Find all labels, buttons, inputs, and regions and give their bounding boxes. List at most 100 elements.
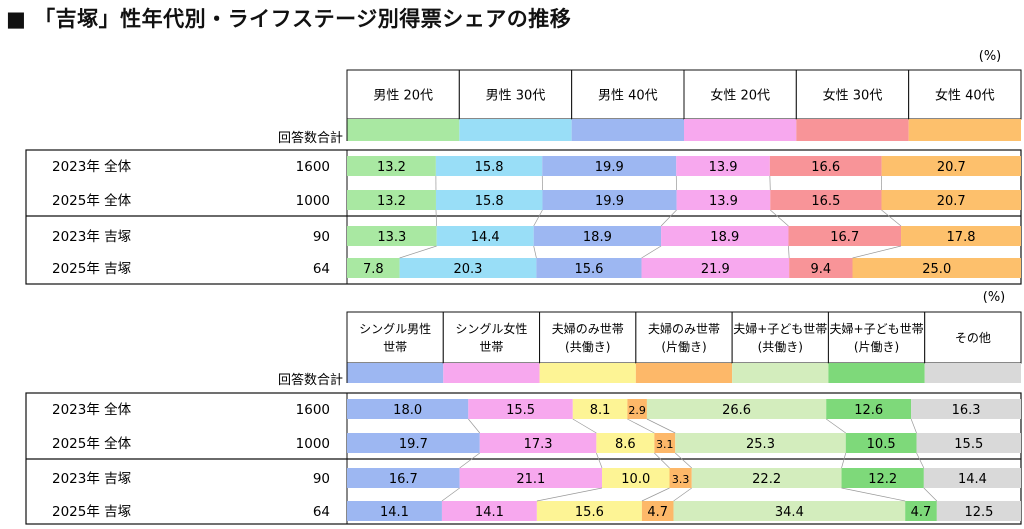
data-label: 14.4	[471, 230, 500, 245]
bar-segment	[436, 226, 534, 246]
connector-line	[533, 245, 537, 259]
bar-segment	[936, 501, 1021, 521]
data-label: 16.7	[389, 472, 418, 487]
data-label: 14.4	[958, 472, 987, 487]
connector-line	[646, 418, 676, 434]
count-header: 回答数合計	[278, 130, 343, 146]
connector-line	[572, 418, 597, 434]
data-label: 20.7	[937, 194, 966, 209]
bar-segment	[347, 258, 400, 278]
legend-label: シングル女性	[455, 321, 527, 336]
row-label: 2025年 全体	[52, 435, 132, 452]
row-label: 2025年 吉塚	[52, 261, 132, 277]
connector-line	[675, 452, 692, 469]
data-label: 2.9	[628, 404, 646, 417]
legend-header-box	[571, 69, 685, 120]
legend-color-swatch	[443, 363, 540, 383]
bar-segment	[347, 156, 436, 176]
bar-segment	[691, 468, 842, 488]
row-count: 64	[313, 504, 330, 520]
legend-color-swatch	[924, 363, 1021, 383]
data-label: 12.5	[964, 505, 993, 520]
bar-segment	[676, 156, 770, 176]
legend-label: 男性 30代	[486, 88, 546, 103]
bar-segment	[627, 399, 647, 419]
data-label: 17.8	[947, 230, 976, 245]
legend-label: 女性 20代	[710, 87, 770, 103]
page-title: ■ 「吉塚」性年代別・ライフステージ別得票シェアの推移	[6, 7, 572, 31]
row-count: 64	[313, 261, 330, 277]
legend-label: 女性 40代	[935, 87, 995, 103]
connector-line	[533, 209, 543, 227]
bar-segment	[770, 190, 882, 210]
bar-segment	[789, 258, 853, 278]
data-label: 15.8	[475, 194, 504, 209]
connector-line	[841, 452, 847, 469]
legend-header-box	[442, 311, 541, 364]
data-label: 19.9	[595, 160, 624, 175]
data-label: 18.9	[710, 230, 739, 245]
bar-segment	[845, 433, 917, 453]
legend-label: その他	[955, 331, 991, 345]
connector-line	[641, 245, 662, 259]
data-label: 13.9	[709, 160, 738, 175]
bar-segment	[905, 501, 937, 521]
legend-color-swatch	[796, 119, 909, 141]
data-label: 16.5	[811, 194, 840, 209]
connector-line	[770, 209, 789, 227]
data-label: 10.5	[867, 437, 896, 452]
data-label: 20.7	[937, 160, 966, 175]
legend-header-box	[458, 69, 573, 120]
data-label: 14.1	[475, 505, 504, 520]
bar-segment	[347, 468, 460, 488]
bar-segment	[826, 399, 912, 419]
data-label: 19.9	[595, 194, 624, 209]
connector-line	[841, 487, 906, 502]
legend-label: (共働き)	[565, 340, 610, 354]
bar-segment	[675, 433, 846, 453]
data-label: 4.7	[911, 505, 932, 520]
bar-segment	[646, 399, 827, 419]
data-label: 12.2	[868, 472, 897, 487]
legend-label: 夫婦のみ世帯	[552, 321, 624, 336]
data-label: 15.6	[574, 262, 603, 277]
bar-segment	[916, 433, 1021, 453]
row-count: 1600	[296, 159, 330, 175]
bar-segment	[676, 190, 771, 210]
bar-segment	[641, 258, 790, 278]
row-label: 2023年 全体	[52, 401, 132, 418]
bar-segment	[347, 226, 437, 246]
bar-segment	[788, 226, 902, 246]
data-label: 21.1	[516, 472, 545, 487]
connector-line	[881, 209, 902, 227]
chart-1: (%) 男性 20代 男性 30代 男性 40代 女性 20代 女性 30代 女性 40代回…	[25, 49, 1022, 285]
data-label: 15.6	[575, 505, 604, 520]
legend-label: 夫婦+子ども世帯	[830, 321, 924, 336]
bar-segment	[654, 433, 676, 453]
data-label: 12.6	[854, 403, 883, 418]
connector-line	[435, 209, 437, 227]
data-label: 3.1	[656, 438, 674, 451]
data-label: 13.2	[377, 160, 406, 175]
data-label: 34.4	[775, 505, 804, 520]
bar-segment	[542, 156, 677, 176]
connector-line	[459, 452, 480, 469]
bar-segment	[435, 156, 543, 176]
legend-color-swatch	[828, 363, 925, 383]
data-label: 20.3	[454, 262, 483, 277]
unit-label: (%)	[979, 49, 1002, 64]
data-label: 19.7	[399, 437, 428, 452]
connector-line	[627, 418, 655, 434]
legend-color-swatch	[732, 363, 829, 383]
connector-line	[468, 418, 481, 434]
data-label: 10.0	[621, 472, 650, 487]
bar-segment	[769, 156, 882, 176]
legend-label: 世帯	[479, 340, 503, 354]
connector-line	[399, 245, 437, 259]
data-label: 16.6	[811, 160, 840, 175]
legend-color-swatch	[347, 363, 444, 383]
bar-segment	[435, 190, 543, 210]
bar-segment	[602, 468, 670, 488]
count-header: 回答数合計	[278, 372, 343, 388]
